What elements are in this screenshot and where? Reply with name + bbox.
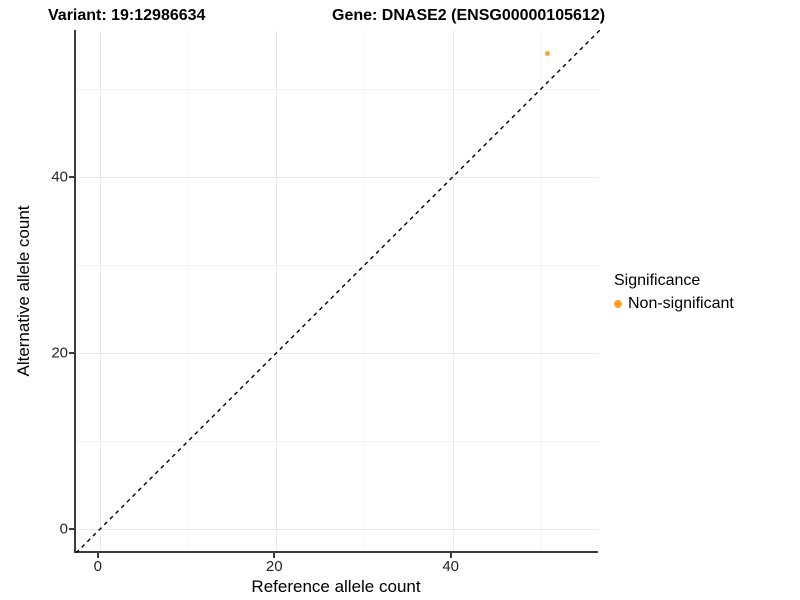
- data-point: [545, 51, 551, 57]
- legend-point-swatch-icon: [614, 300, 622, 308]
- legend: Significance Non-significant: [614, 272, 734, 313]
- x-axis-tick: [449, 553, 452, 558]
- gridline-y-major: [76, 529, 598, 531]
- identity-reference-line: [76, 30, 600, 553]
- x-tick-label: 20: [265, 558, 283, 575]
- gridline-x-major: [276, 30, 278, 551]
- plot-title-variant: Variant: 19:12986634: [48, 7, 206, 24]
- plot-panel: [74, 30, 600, 553]
- gridline-y-minor: [76, 265, 598, 267]
- legend-title: Significance: [614, 272, 701, 289]
- gridline-x-major: [452, 30, 454, 551]
- y-axis-tick: [69, 176, 74, 179]
- x-tick-label: 0: [93, 558, 102, 575]
- x-tick-label: 40: [442, 558, 460, 575]
- plot-title-gene: Gene: DNASE2 (ENSG00000105612): [332, 7, 606, 24]
- gridline-x-minor: [540, 30, 542, 551]
- y-axis-tick: [69, 352, 74, 355]
- gridline-y-major: [76, 177, 598, 179]
- gridline-y-major: [76, 353, 598, 355]
- x-axis-title: Reference allele count: [251, 577, 421, 596]
- legend-entry-label: Non-significant: [628, 295, 734, 312]
- gridline-x-minor: [364, 30, 366, 551]
- y-axis-tick: [69, 528, 74, 531]
- legend-entry-non-significant: Non-significant: [614, 295, 734, 313]
- gridline-y-minor: [76, 88, 598, 90]
- gridline-y-minor: [76, 441, 598, 443]
- y-axis-title: Alternative allele count: [14, 205, 33, 377]
- y-tick-label: 0: [59, 520, 68, 538]
- x-axis-tick: [96, 553, 99, 558]
- y-tick-label: 40: [51, 168, 68, 186]
- gridline-x-major: [99, 30, 101, 551]
- gridline-x-minor: [188, 30, 190, 551]
- x-axis-tick: [273, 553, 276, 558]
- y-tick-label: 20: [51, 344, 68, 362]
